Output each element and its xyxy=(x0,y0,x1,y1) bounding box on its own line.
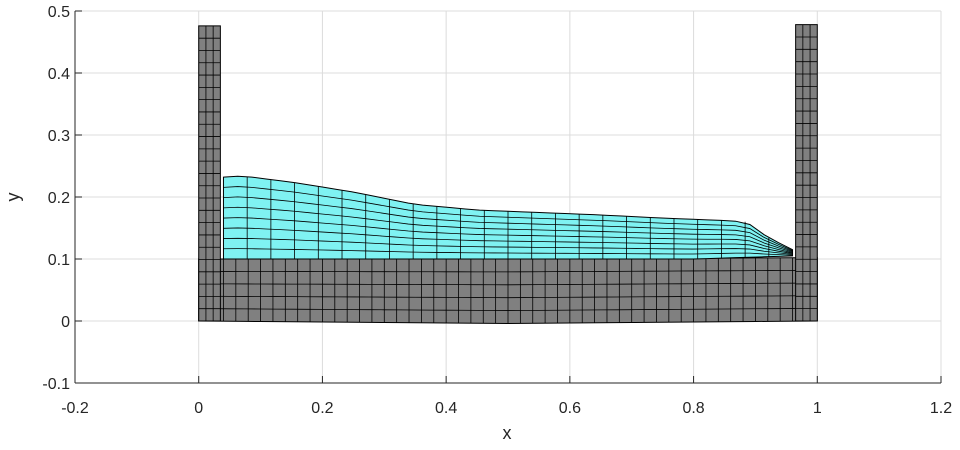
x-tick-label: -0.2 xyxy=(61,400,89,417)
fluid-mesh xyxy=(222,175,794,260)
fluid-mesh-row-edge xyxy=(223,227,793,254)
solid-right-wall-mesh xyxy=(795,24,818,322)
x-tick-label: 0.6 xyxy=(559,400,581,417)
fluid-mesh-row-edge xyxy=(223,217,793,254)
x-tick-label: 1 xyxy=(813,400,822,417)
y-tick-label: -0.1 xyxy=(42,376,70,393)
fluid-mesh-row-edge xyxy=(223,248,793,256)
fluid-mesh-row-edge xyxy=(223,206,793,253)
fluid-mesh-row-edge xyxy=(223,196,793,252)
solid-base-mesh-row-edge xyxy=(198,270,818,273)
y-tick-label: 0.2 xyxy=(48,190,70,207)
y-tick-label: 0.5 xyxy=(48,4,70,21)
y-tick-label: 0.3 xyxy=(48,128,70,145)
y-tick-label: 0.4 xyxy=(48,66,70,83)
solid-base-mesh-row-edge xyxy=(198,282,818,286)
mesh-layers xyxy=(198,24,818,324)
fluid-mesh-row-edge xyxy=(223,186,793,251)
x-tick-label: 0.4 xyxy=(435,400,457,417)
y-axis-title: y xyxy=(3,193,23,202)
y-tick-label: 0 xyxy=(61,314,70,331)
solid-base-mesh-row-edge xyxy=(198,307,818,311)
axes xyxy=(74,10,942,384)
x-tick-label: 0.2 xyxy=(311,400,333,417)
x-axis-title: x xyxy=(503,423,512,443)
x-tick-label: 0.8 xyxy=(682,400,704,417)
fluid-mesh-row-edge xyxy=(223,237,793,255)
solid-base-mesh-row-edge xyxy=(198,295,818,299)
x-tick-label: 1.2 xyxy=(930,400,952,417)
solid-left-wall-mesh xyxy=(198,25,221,322)
y-tick-label: 0.1 xyxy=(48,252,70,269)
solid-base-mesh xyxy=(198,257,818,324)
x-tick-label: 0 xyxy=(194,400,203,417)
tick-labels: -0.2 0 0.2 0.4 0.6 0.8 1 1.2 -0.1 0 0.1 0.2 0.3 0.4 0.… xyxy=(42,4,952,417)
